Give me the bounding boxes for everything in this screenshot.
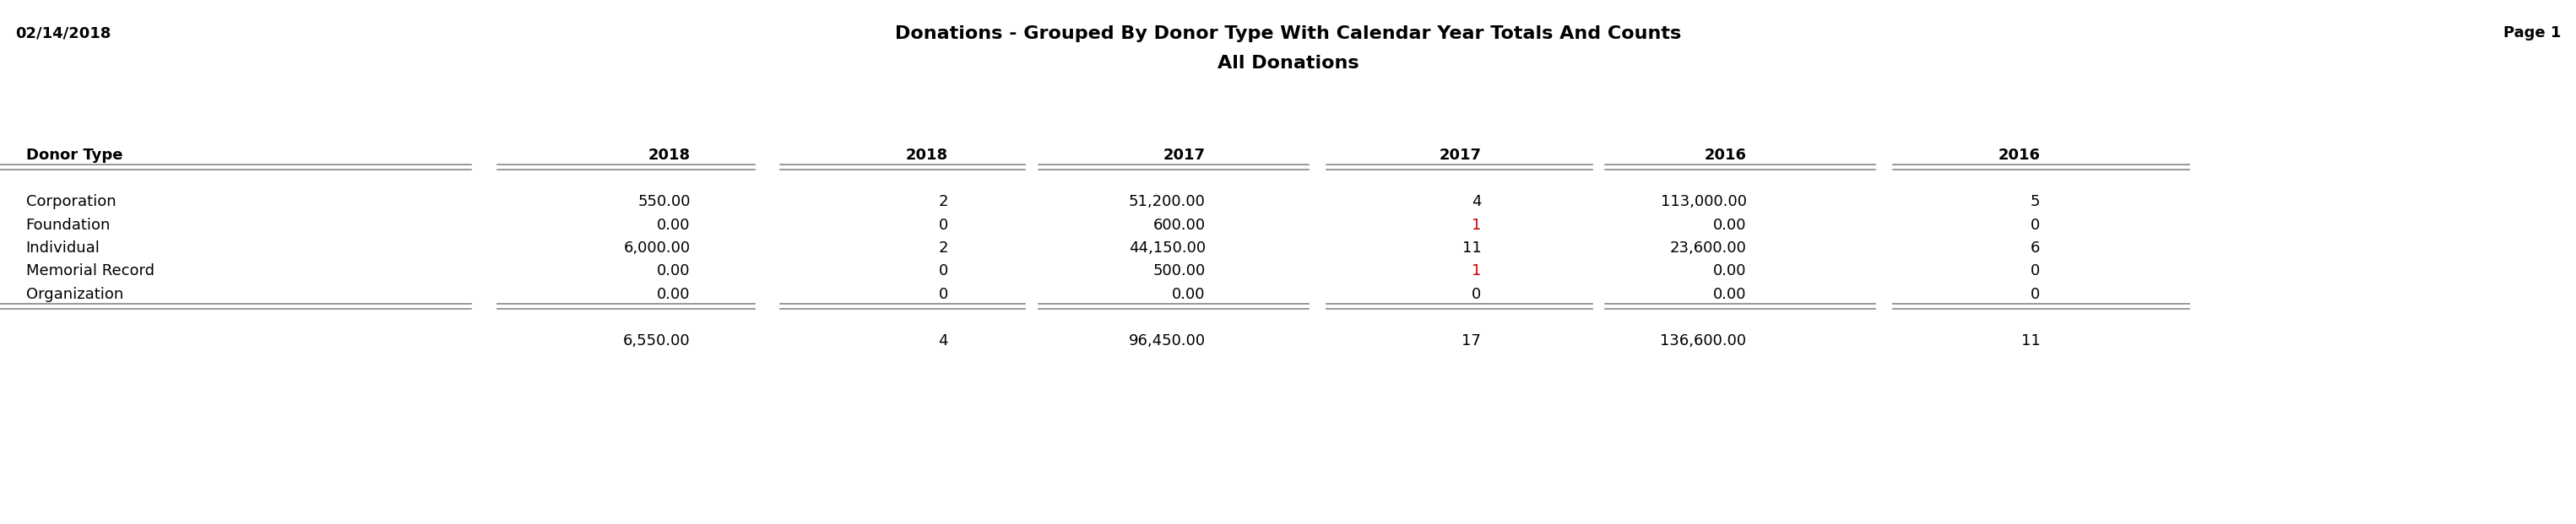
Text: 2016: 2016 <box>1705 148 1747 163</box>
Text: 2018: 2018 <box>649 148 690 163</box>
Text: Individual: Individual <box>26 241 100 256</box>
Text: 2017: 2017 <box>1440 148 1481 163</box>
Text: 0.00: 0.00 <box>1172 287 1206 302</box>
Text: 5: 5 <box>2030 194 2040 209</box>
Text: 0: 0 <box>2030 287 2040 302</box>
Text: 44,150.00: 44,150.00 <box>1128 241 1206 256</box>
Text: 0: 0 <box>938 287 948 302</box>
Text: Memorial Record: Memorial Record <box>26 263 155 278</box>
Text: 2017: 2017 <box>1164 148 1206 163</box>
Text: 0: 0 <box>2030 263 2040 278</box>
Text: 550.00: 550.00 <box>639 194 690 209</box>
Text: 11: 11 <box>2022 333 2040 348</box>
Text: 0.00: 0.00 <box>1713 263 1747 278</box>
Text: 4: 4 <box>938 333 948 348</box>
Text: 2: 2 <box>938 241 948 256</box>
Text: 2018: 2018 <box>907 148 948 163</box>
Text: 96,450.00: 96,450.00 <box>1128 333 1206 348</box>
Text: 500.00: 500.00 <box>1154 263 1206 278</box>
Text: 02/14/2018: 02/14/2018 <box>15 25 111 40</box>
Text: 4: 4 <box>1471 194 1481 209</box>
Text: 6,550.00: 6,550.00 <box>623 333 690 348</box>
Text: Page 1: Page 1 <box>2504 25 2561 40</box>
Text: 0.00: 0.00 <box>657 287 690 302</box>
Text: Foundation: Foundation <box>26 217 111 233</box>
Text: Organization: Organization <box>26 287 124 302</box>
Text: 2016: 2016 <box>1999 148 2040 163</box>
Text: 6,000.00: 6,000.00 <box>623 241 690 256</box>
Text: 113,000.00: 113,000.00 <box>1662 194 1747 209</box>
Text: Donations - Grouped By Donor Type With Calendar Year Totals And Counts: Donations - Grouped By Donor Type With C… <box>894 25 1682 42</box>
Text: 0.00: 0.00 <box>657 263 690 278</box>
Text: 51,200.00: 51,200.00 <box>1128 194 1206 209</box>
Text: 6: 6 <box>2030 241 2040 256</box>
Text: 1: 1 <box>1471 263 1481 278</box>
Text: 600.00: 600.00 <box>1154 217 1206 233</box>
Text: 0: 0 <box>1471 287 1481 302</box>
Text: Donor Type: Donor Type <box>26 148 124 163</box>
Text: 0.00: 0.00 <box>1713 287 1747 302</box>
Text: 0: 0 <box>938 217 948 233</box>
Text: 0: 0 <box>938 263 948 278</box>
Text: 0: 0 <box>2030 217 2040 233</box>
Text: Corporation: Corporation <box>26 194 116 209</box>
Text: 0.00: 0.00 <box>1713 217 1747 233</box>
Text: 136,600.00: 136,600.00 <box>1662 333 1747 348</box>
Text: 23,600.00: 23,600.00 <box>1669 241 1747 256</box>
Text: 17: 17 <box>1463 333 1481 348</box>
Text: 0.00: 0.00 <box>657 217 690 233</box>
Text: All Donations: All Donations <box>1218 55 1358 72</box>
Text: 2: 2 <box>938 194 948 209</box>
Text: 1: 1 <box>1471 217 1481 233</box>
Text: 11: 11 <box>1463 241 1481 256</box>
